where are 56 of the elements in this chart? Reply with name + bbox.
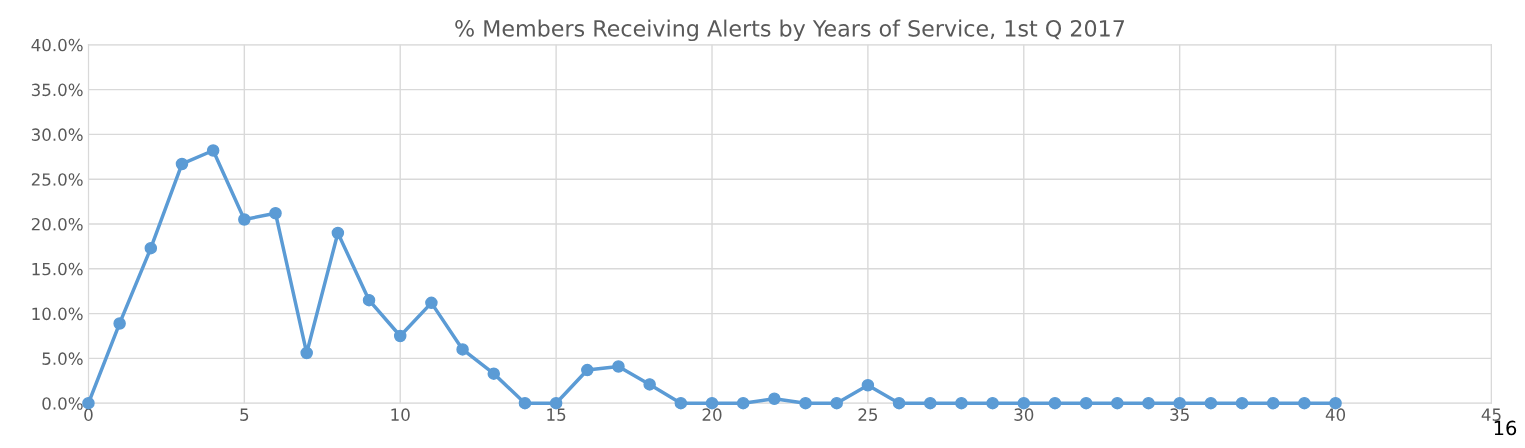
x-tick-label: 25 [858, 408, 878, 421]
point [1298, 396, 1311, 410]
point [768, 392, 781, 405]
point [113, 317, 126, 330]
point [1235, 396, 1249, 410]
point [736, 396, 750, 410]
y-tick-label: 5.0% [42, 352, 83, 365]
point [175, 157, 189, 171]
point [206, 144, 220, 157]
point [892, 396, 906, 410]
point [955, 396, 968, 410]
y-tick-label: 15.0% [32, 262, 83, 276]
point [581, 363, 594, 377]
point [300, 346, 313, 360]
point [830, 396, 843, 410]
point [487, 367, 501, 380]
point [923, 396, 937, 410]
point [269, 206, 282, 220]
y-tick-label: 30.0% [31, 128, 83, 141]
point [393, 329, 407, 343]
y-tick-label: 40.0% [31, 38, 83, 52]
y-tick-label: 20.0% [31, 217, 83, 231]
y-tick-label: 10.0% [32, 307, 83, 321]
point [861, 379, 875, 392]
point [331, 226, 345, 240]
point [362, 293, 376, 307]
y-tick-label: 25.0% [31, 173, 83, 186]
y-tick-label: 35.0% [31, 83, 83, 97]
point [456, 343, 469, 356]
x-tick-label: 30 [1014, 408, 1034, 421]
x-tick-label: 10 [391, 408, 410, 421]
text: 16 [1494, 420, 1517, 436]
point [1079, 396, 1093, 410]
x-tick-label: 35 [1170, 408, 1189, 421]
point [986, 396, 999, 410]
point [238, 213, 251, 226]
chart-title: % Members Receiving Alerts by Years of Service, 1st Q 2017 [455, 19, 1124, 42]
point [144, 241, 158, 255]
point [1204, 396, 1218, 410]
y-tick-label: 0.0% [42, 397, 83, 410]
point [643, 378, 656, 391]
point [425, 296, 438, 310]
point [1142, 396, 1155, 410]
x-tick-label: 15 [547, 408, 566, 421]
point [799, 396, 812, 410]
x-tick-label: 20 [702, 408, 722, 421]
x-tick-label: 0 [84, 408, 93, 421]
x-tick-label: 5 [240, 408, 249, 421]
point [1111, 396, 1124, 410]
point [674, 396, 688, 410]
point [1266, 396, 1280, 410]
x-tick-label: 40 [1325, 408, 1346, 421]
point [612, 360, 625, 373]
point [518, 396, 532, 410]
x-tick-label: 45 [1481, 408, 1501, 421]
point [1048, 396, 1062, 410]
